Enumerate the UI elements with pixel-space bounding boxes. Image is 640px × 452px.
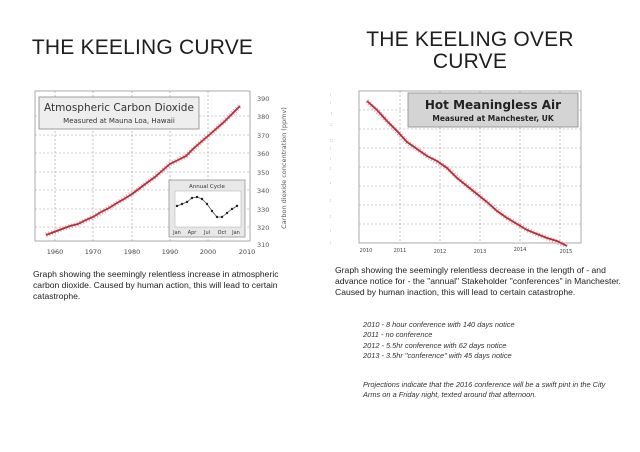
svg-text:340: 340 (257, 187, 269, 195)
svg-text::: : (330, 92, 331, 97)
right-heading-line1: THE KEELING OVER (366, 28, 574, 51)
svg-text:1970: 1970 (85, 248, 102, 256)
conference-notes: 2010 - 8 hour conference with 140 days n… (363, 320, 623, 362)
svg-text:390: 390 (257, 95, 269, 103)
note-2010: 2010 - 8 hour conference with 140 days n… (363, 320, 515, 329)
svg-text:.:: .: (330, 122, 333, 127)
right-heading: THE KEELING OVER CURVE (330, 29, 610, 73)
svg-text:Oct: Oct (218, 230, 227, 236)
note-2013: 2013 - 3.5hr "conference" with 45 days n… (363, 351, 512, 361)
svg-text:2011: 2011 (394, 248, 407, 254)
svg-text:380: 380 (257, 113, 269, 121)
left-heading: THE KEELING CURVE (31, 36, 254, 59)
projection-note: Projections indicate that the 2016 confe… (363, 380, 606, 400)
svg-text:': ' (330, 182, 331, 187)
svg-text:2015: 2015 (560, 249, 573, 255)
svg-text::: : (330, 240, 331, 245)
inset-title: Annual Cycle (189, 184, 226, 190)
svg-text:370: 370 (257, 132, 269, 140)
right-heading-line2: CURVE (432, 50, 508, 73)
svg-text:2013: 2013 (474, 249, 487, 255)
svg-text:Jan: Jan (231, 230, 240, 236)
svg-text:Apr: Apr (188, 230, 198, 236)
chart-subtitle: Measured at Manchester, UK (432, 114, 554, 123)
svg-text::: : (330, 166, 331, 171)
chart-title: Atmospheric Carbon Dioxide (44, 102, 194, 114)
svg-text:310: 310 (257, 241, 269, 249)
svg-text:2010: 2010 (360, 248, 373, 254)
svg-text:1990: 1990 (162, 248, 179, 256)
svg-text::: : (330, 198, 331, 203)
svg-text:2000: 2000 (200, 248, 217, 256)
svg-text:': ' (331, 112, 332, 117)
svg-text:2012: 2012 (434, 249, 447, 255)
svg-text:Jan: Jan (172, 230, 181, 236)
keeling-over-curve-chart: :: '.: ::::: ':::: Hot Meaningless Air Me… (322, 86, 622, 258)
svg-text::: : (330, 228, 331, 233)
svg-text:320: 320 (257, 224, 269, 232)
svg-text::: : (330, 156, 331, 161)
keeling-curve-chart: Atmospheric Carbon Dioxide Measured at M… (30, 88, 300, 260)
svg-text:360: 360 (257, 150, 269, 158)
svg-text:::: :: (330, 138, 333, 143)
svg-text::: : (330, 214, 331, 219)
svg-text:350: 350 (257, 169, 269, 177)
note-2011: 2011 - no conference (363, 330, 433, 340)
svg-text:330: 330 (257, 206, 269, 214)
svg-text::: : (330, 146, 331, 151)
svg-text:1960: 1960 (47, 248, 64, 256)
left-caption: Graph showing the seemingly relentless i… (33, 269, 279, 301)
svg-text:2014: 2014 (514, 247, 527, 253)
chart-title: Hot Meaningless Air (425, 98, 561, 112)
svg-text:2010: 2010 (239, 248, 256, 256)
y-axis-label: Carbon dioxide concentration (ppmv) (280, 107, 288, 229)
svg-text::: : (330, 100, 331, 105)
right-caption: Graph showing the seemingly relentless d… (335, 265, 621, 297)
svg-text:Jul: Jul (203, 230, 210, 236)
note-2012: 2012 - 5.5hr conference with 62 days not… (363, 340, 507, 350)
chart-subtitle: Measured at Mauna Loa, Hawaii (63, 117, 175, 125)
svg-text:1980: 1980 (124, 248, 141, 256)
